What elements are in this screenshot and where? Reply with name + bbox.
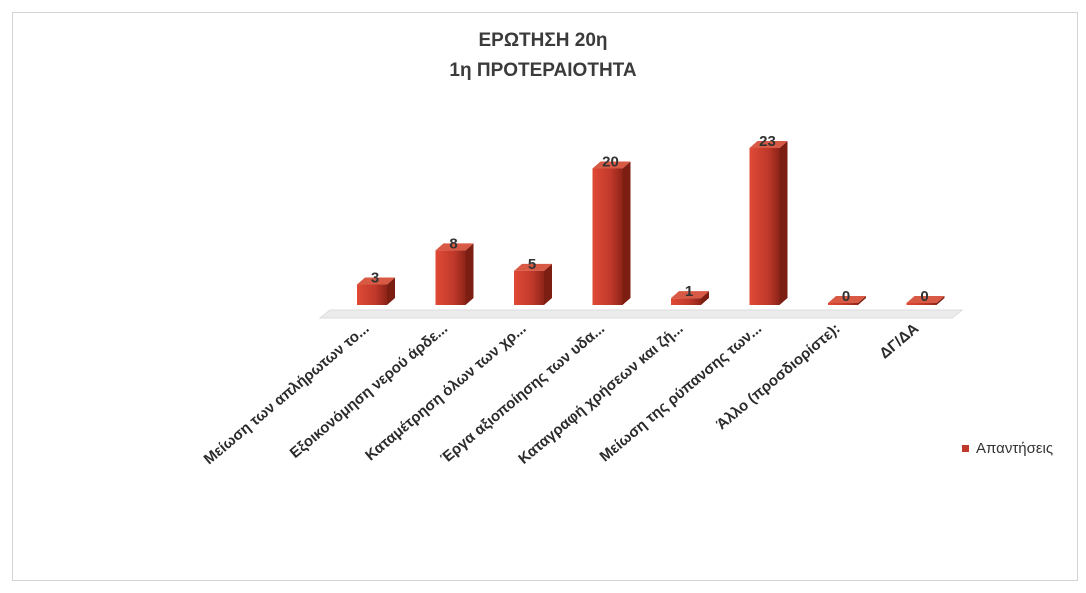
bar-top (592, 161, 631, 169)
data-label: 5 (528, 256, 536, 273)
bar-side (465, 243, 474, 305)
bar-8: 0 (906, 288, 945, 305)
data-label: 8 (449, 235, 457, 252)
legend-label: Απαντήσεις (976, 440, 1054, 457)
data-label: 1 (685, 283, 693, 300)
data-label: 20 (602, 153, 619, 170)
bar-top (357, 277, 395, 285)
bar-top (906, 296, 945, 303)
data-label: 0 (842, 288, 850, 305)
bar-top (671, 291, 709, 299)
bar-7: 0 (828, 288, 866, 305)
category-label: Έργα αξιοποίησης των υδα... (437, 320, 608, 467)
category-label: ΔΓ/ΔΑ (876, 320, 922, 362)
bar-3: 5 (514, 256, 552, 305)
chart-title: ΕΡΩΤΗΣΗ 20η (478, 30, 608, 51)
chart-subtitle: 1η ΠΡΟΤΕΡΑΙΟΤΗΤΑ (449, 60, 637, 81)
bar-side (387, 277, 395, 305)
bar-5: 1 (671, 283, 709, 305)
bar-6: 23 (749, 133, 788, 305)
bar-top (828, 296, 866, 303)
bar-front (671, 298, 701, 305)
bar-2: 8 (435, 235, 474, 305)
bar-side (779, 141, 788, 305)
category-label: Καταμέτρηση όλων των χρ... (362, 320, 529, 464)
bar-top (514, 263, 552, 271)
bar-front (514, 270, 544, 305)
category-label: Μείωση των απλήρωτων το... (201, 320, 373, 468)
bar-front (435, 250, 466, 305)
category-label: Μείωση της ρύπανσης των... (597, 320, 766, 465)
data-label: 23 (759, 133, 776, 150)
category-label: Καταγραφή χρήσεων και ζή... (515, 320, 686, 468)
bar-side (622, 161, 631, 305)
bar-front (828, 303, 858, 305)
legend-swatch (962, 445, 969, 452)
legend: Απαντήσεις (962, 440, 1053, 457)
bar-side (858, 296, 866, 305)
data-label: 0 (920, 288, 928, 305)
bar-top (435, 243, 474, 251)
bar-side (701, 291, 709, 305)
chart-floor (318, 309, 964, 319)
bar-side (936, 296, 945, 305)
bar-front (592, 168, 623, 305)
bar-side (544, 263, 552, 305)
data-label: 3 (371, 270, 379, 287)
bar-front (906, 303, 937, 305)
bar-front (749, 148, 780, 305)
bar-1: 3 (357, 270, 395, 305)
bar-front (357, 284, 387, 305)
bar-top (749, 141, 788, 148)
bar-4: 20 (592, 153, 631, 305)
category-label: Εξοικονόμηση νερού άρδε... (287, 320, 451, 462)
